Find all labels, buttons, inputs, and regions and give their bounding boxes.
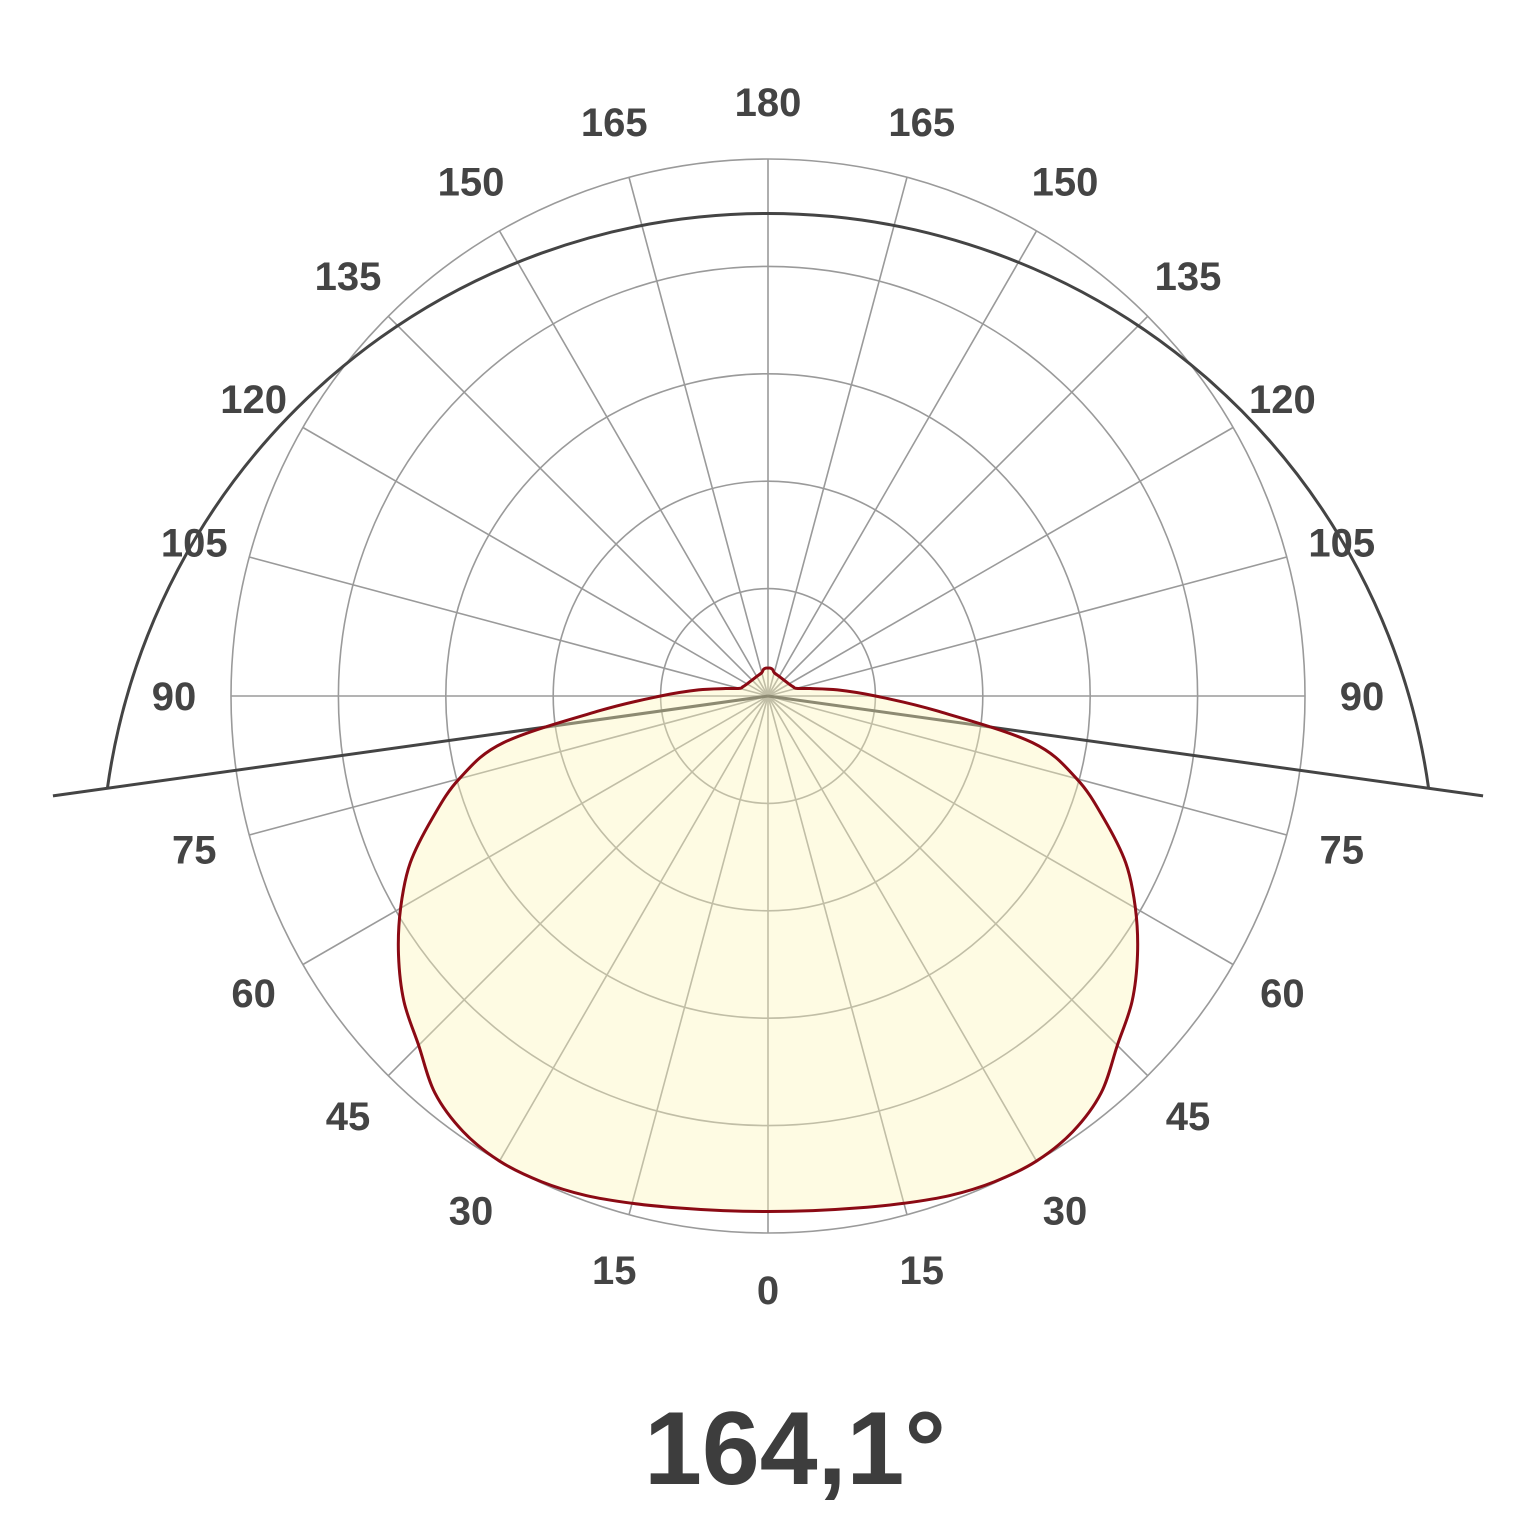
grid-spoke xyxy=(767,695,1149,1077)
angle-tick-label: 45 xyxy=(1166,1095,1211,1139)
angle-tick-label: 15 xyxy=(592,1249,637,1293)
grid-spoke xyxy=(302,426,769,697)
grid-spoke xyxy=(249,695,769,836)
angle-tick-label: 30 xyxy=(449,1189,494,1233)
angle-tick-label: 60 xyxy=(1260,972,1305,1016)
angle-tick-label: 45 xyxy=(326,1095,371,1139)
angle-tick-label: 30 xyxy=(1043,1189,1088,1233)
grid-spoke xyxy=(767,695,1287,836)
beam-edge-line xyxy=(52,694,769,798)
angle-tick-label: 165 xyxy=(888,101,955,145)
beam-angle-title: 164,1° xyxy=(644,1391,946,1507)
angle-tick-label: 150 xyxy=(438,161,505,205)
angle-tick-label: 165 xyxy=(581,101,648,145)
grid-spoke xyxy=(498,230,769,697)
angle-tick-label: 60 xyxy=(231,972,276,1016)
angle-tick-label: 135 xyxy=(1155,255,1222,299)
polar-grid xyxy=(230,158,1306,1234)
grid-spoke xyxy=(767,177,908,697)
grid-spoke xyxy=(387,315,769,697)
angle-tick-label: 120 xyxy=(220,378,287,422)
angle-tick-label: 0 xyxy=(757,1269,779,1313)
angle-tick-label: 105 xyxy=(161,521,228,565)
intensity-series xyxy=(396,666,1140,1214)
grid-spoke xyxy=(767,426,1234,697)
angle-tick-label: 15 xyxy=(899,1249,944,1293)
angle-tick-label: 90 xyxy=(1340,675,1385,719)
intensity-curve xyxy=(396,666,1140,1214)
angle-tick-label: 180 xyxy=(735,81,802,125)
angle-tick-label: 120 xyxy=(1249,378,1316,422)
grid-spoke xyxy=(498,695,769,1162)
angle-tick-label: 135 xyxy=(315,255,382,299)
grid-spoke xyxy=(628,177,769,697)
angle-tick-label: 75 xyxy=(1320,829,1365,873)
grid-spoke xyxy=(767,695,1038,1162)
angle-tick-label: 150 xyxy=(1032,161,1099,205)
beam-angle-indicator xyxy=(52,212,1484,798)
beam-arc xyxy=(105,212,1431,789)
grid-spoke xyxy=(302,695,769,966)
grid-spoke xyxy=(387,695,769,1077)
grid-spoke xyxy=(767,695,908,1215)
grid-spoke xyxy=(767,315,1149,697)
grid-spoke xyxy=(767,695,1234,966)
angle-tick-label: 105 xyxy=(1308,521,1375,565)
grid-spoke xyxy=(249,556,769,697)
grid-spoke xyxy=(628,695,769,1215)
angle-tick-label: 75 xyxy=(172,829,217,873)
beam-edge-line xyxy=(767,694,1484,798)
angle-tick-label: 90 xyxy=(152,675,197,719)
angle-labels: 0 15 15 30 30 45 45 60 60 75 75 90 90 105 105 120 120 135… xyxy=(152,81,1385,1313)
grid-spoke xyxy=(767,230,1038,697)
intensity-fill xyxy=(398,668,1138,1212)
grid-spoke xyxy=(767,556,1287,697)
